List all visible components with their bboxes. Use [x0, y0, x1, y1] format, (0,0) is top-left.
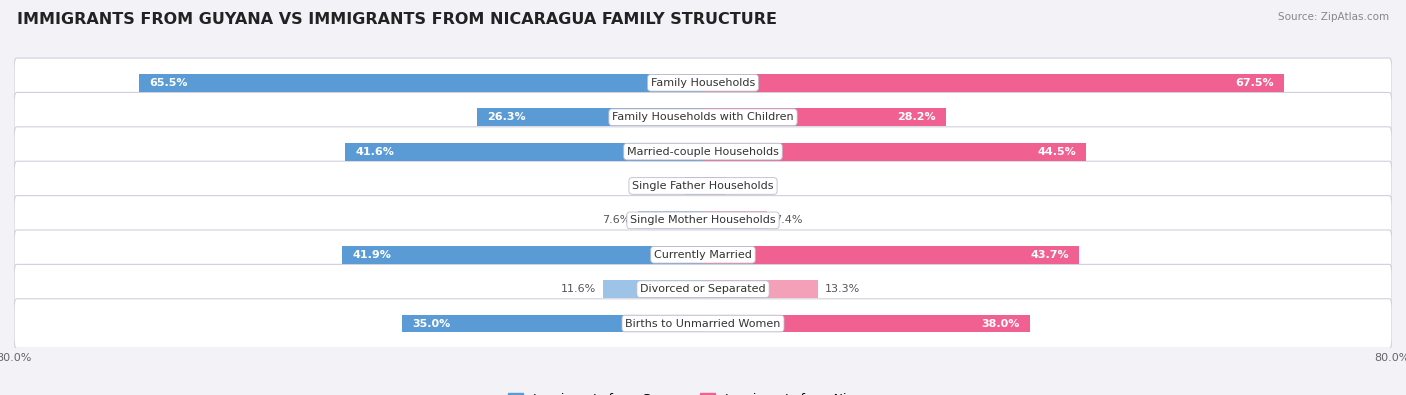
Bar	[685, 177, 703, 195]
Text: Family Households: Family Households	[651, 78, 755, 88]
Bar	[703, 143, 1087, 160]
Text: 65.5%: 65.5%	[149, 78, 188, 88]
Bar	[342, 246, 703, 264]
Bar	[344, 143, 703, 160]
Text: 35.0%: 35.0%	[412, 318, 450, 329]
FancyBboxPatch shape	[14, 92, 1392, 142]
Text: Births to Unmarried Women: Births to Unmarried Women	[626, 318, 780, 329]
Bar	[139, 74, 703, 92]
Text: Single Mother Households: Single Mother Households	[630, 215, 776, 226]
FancyBboxPatch shape	[14, 58, 1392, 107]
Text: Single Father Households: Single Father Households	[633, 181, 773, 191]
Bar	[477, 108, 703, 126]
Text: 41.6%: 41.6%	[356, 147, 394, 156]
FancyBboxPatch shape	[14, 196, 1392, 245]
Text: Family Households with Children: Family Households with Children	[612, 112, 794, 122]
Text: Currently Married: Currently Married	[654, 250, 752, 260]
Bar	[703, 211, 766, 229]
Legend: Immigrants from Guyana, Immigrants from Nicaragua: Immigrants from Guyana, Immigrants from …	[508, 393, 898, 395]
FancyBboxPatch shape	[14, 264, 1392, 314]
FancyBboxPatch shape	[14, 230, 1392, 280]
Bar	[637, 211, 703, 229]
Bar	[703, 108, 946, 126]
Text: Source: ZipAtlas.com: Source: ZipAtlas.com	[1278, 12, 1389, 22]
FancyBboxPatch shape	[14, 299, 1392, 348]
Bar	[703, 177, 727, 195]
Bar	[703, 280, 817, 298]
Text: Married-couple Households: Married-couple Households	[627, 147, 779, 156]
Text: 38.0%: 38.0%	[981, 318, 1019, 329]
Text: 2.7%: 2.7%	[733, 181, 762, 191]
FancyBboxPatch shape	[14, 161, 1392, 211]
Bar	[603, 280, 703, 298]
Text: Divorced or Separated: Divorced or Separated	[640, 284, 766, 294]
Text: 11.6%: 11.6%	[561, 284, 596, 294]
Text: 26.3%: 26.3%	[486, 112, 526, 122]
Text: 7.4%: 7.4%	[773, 215, 801, 226]
Text: 7.6%: 7.6%	[602, 215, 631, 226]
Bar	[402, 314, 703, 333]
Text: IMMIGRANTS FROM GUYANA VS IMMIGRANTS FROM NICARAGUA FAMILY STRUCTURE: IMMIGRANTS FROM GUYANA VS IMMIGRANTS FRO…	[17, 12, 778, 27]
Text: 2.1%: 2.1%	[650, 181, 678, 191]
Text: 67.5%: 67.5%	[1236, 78, 1274, 88]
Text: 28.2%: 28.2%	[897, 112, 935, 122]
Text: 13.3%: 13.3%	[824, 284, 859, 294]
Bar	[703, 246, 1080, 264]
Text: 44.5%: 44.5%	[1038, 147, 1076, 156]
Bar	[703, 74, 1284, 92]
FancyBboxPatch shape	[14, 127, 1392, 176]
Bar	[703, 314, 1031, 333]
Text: 43.7%: 43.7%	[1031, 250, 1069, 260]
Text: 41.9%: 41.9%	[353, 250, 391, 260]
